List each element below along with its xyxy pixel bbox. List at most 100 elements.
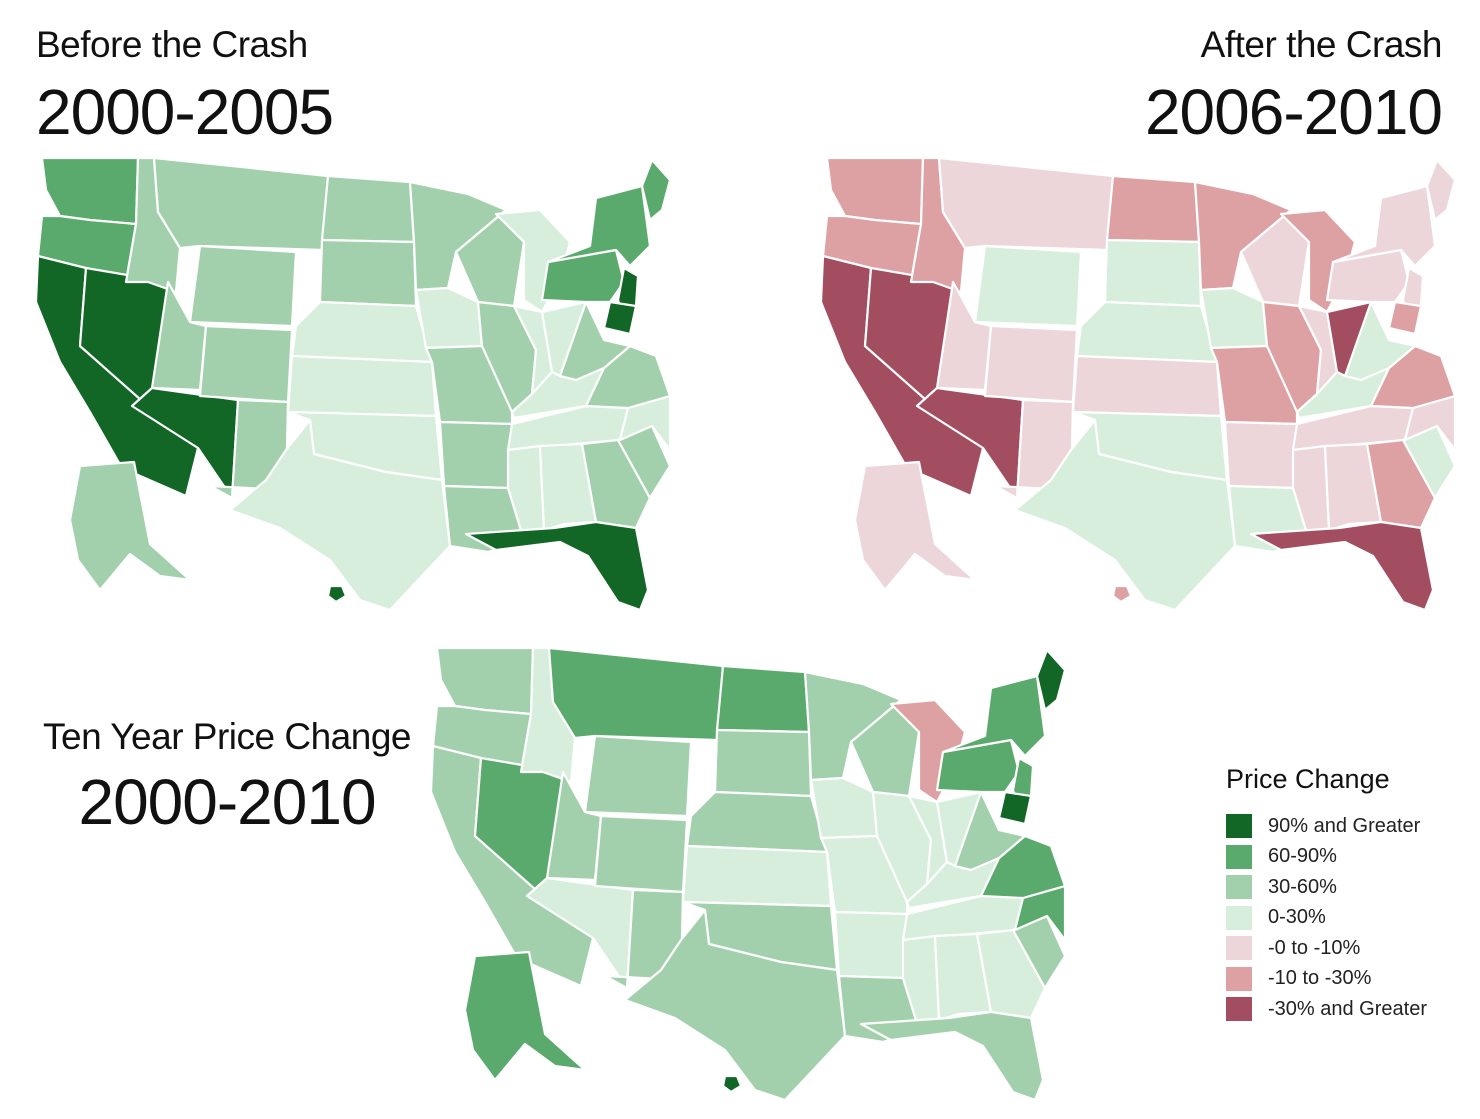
legend-item: 0-30% <box>1226 903 1466 934</box>
legend-item: 90% and Greater <box>1226 811 1466 842</box>
ten-year-title-block: Ten Year Price Change 2000-2010 <box>22 716 432 834</box>
legend-title: Price Change <box>1226 764 1390 794</box>
state-mt <box>152 156 330 252</box>
state-wy <box>973 244 1083 328</box>
legend-label: 60-90% <box>1268 845 1337 868</box>
legend-label: -30% and Greater <box>1268 997 1427 1020</box>
state-nd <box>1105 174 1201 244</box>
state-hi <box>1111 584 1133 604</box>
legend-label: -10 to -30% <box>1268 967 1372 990</box>
state-ar <box>833 910 909 980</box>
state-ia <box>414 286 484 350</box>
legend-swatch <box>1226 966 1252 991</box>
state-mn <box>408 180 508 292</box>
state-fl <box>1249 520 1435 610</box>
ten-year-period: 2000-2010 <box>78 766 376 838</box>
state-co <box>198 324 294 404</box>
state-ak <box>68 460 192 592</box>
legend-swatch <box>1226 905 1252 930</box>
legend-item: 30-60% <box>1226 872 1466 903</box>
state-me <box>640 158 670 222</box>
state-md <box>1387 300 1423 336</box>
before-period: 2000-2005 <box>36 76 334 148</box>
state-wa <box>435 646 535 716</box>
state-me <box>1035 648 1065 712</box>
state-ks <box>1071 354 1223 418</box>
state-me <box>1425 158 1455 222</box>
legend-item: 60-90% <box>1226 842 1466 873</box>
state-ne <box>1075 300 1219 364</box>
state-ny <box>546 184 652 268</box>
legend-items: 90% and Greater 60-90% 30-60% 0-30% -0 to -1… <box>1226 811 1466 1025</box>
state-ar <box>1223 420 1299 490</box>
state-nm <box>208 398 290 500</box>
legend-item: -10 to -30% <box>1226 964 1466 995</box>
state-hi <box>721 1074 743 1094</box>
state-fl <box>464 520 650 610</box>
state-wa <box>825 156 925 226</box>
state-tx <box>228 418 452 610</box>
state-ga <box>975 928 1047 1020</box>
state-ak <box>463 950 587 1082</box>
state-wv <box>558 300 632 382</box>
state-ny <box>1331 184 1437 268</box>
legend-swatch <box>1226 814 1252 839</box>
state-sd <box>318 238 418 308</box>
state-sd <box>713 728 813 798</box>
state-tx <box>623 908 847 1100</box>
state-ne <box>290 300 434 364</box>
before-title-block: Before the Crash 2000-2005 <box>36 24 334 148</box>
state-ne <box>685 790 829 854</box>
state-wv <box>1343 300 1417 382</box>
state-ks <box>681 844 833 908</box>
state-wv <box>953 790 1027 872</box>
after-period: 2006-2010 <box>1144 76 1443 148</box>
state-nm <box>603 888 685 990</box>
state-mt <box>937 156 1115 252</box>
state-ks <box>286 354 438 418</box>
legend-swatch <box>1226 936 1252 961</box>
state-wy <box>583 734 693 818</box>
state-co <box>593 814 689 894</box>
state-wa <box>40 156 140 226</box>
state-nm <box>993 398 1075 500</box>
legend-label: 30-60% <box>1268 875 1337 898</box>
map-after-crash <box>819 156 1455 610</box>
state-ny <box>941 674 1047 758</box>
legend: Price Change 90% and Greater 60-90% 30-60%… <box>1226 764 1466 1025</box>
state-ar <box>438 420 514 490</box>
state-ga <box>1365 438 1437 530</box>
state-ak <box>853 460 977 592</box>
state-ia <box>1199 286 1269 350</box>
state-ga <box>580 438 652 530</box>
legend-swatch <box>1226 997 1252 1022</box>
state-co <box>983 324 1079 404</box>
state-al <box>1323 442 1383 532</box>
after-subtitle: After the Crash <box>1200 24 1443 65</box>
state-md <box>602 300 638 336</box>
state-mn <box>1193 180 1293 292</box>
state-al <box>933 932 993 1022</box>
state-fl <box>859 1010 1045 1100</box>
legend-item: -0 to -10% <box>1226 933 1466 964</box>
state-nd <box>320 174 416 244</box>
state-al <box>538 442 598 532</box>
state-wy <box>188 244 298 328</box>
ten-year-subtitle: Ten Year Price Change <box>43 716 412 757</box>
legend-swatch <box>1226 844 1252 869</box>
legend-label: -0 to -10% <box>1268 936 1361 959</box>
after-title-block: After the Crash 2006-2010 <box>1144 24 1443 148</box>
state-mt <box>547 646 725 742</box>
state-hi <box>326 584 348 604</box>
state-tx <box>1013 418 1237 610</box>
state-nd <box>715 664 811 734</box>
legend-item: -30% and Greater <box>1226 994 1466 1025</box>
map-before-crash <box>34 156 670 610</box>
legend-label: 90% and Greater <box>1268 814 1421 837</box>
legend-label: 0-30% <box>1268 906 1326 929</box>
before-subtitle: Before the Crash <box>36 24 308 65</box>
legend-swatch <box>1226 875 1252 900</box>
state-sd <box>1103 238 1203 308</box>
map-ten-year-change <box>429 646 1065 1100</box>
state-mn <box>803 670 903 782</box>
